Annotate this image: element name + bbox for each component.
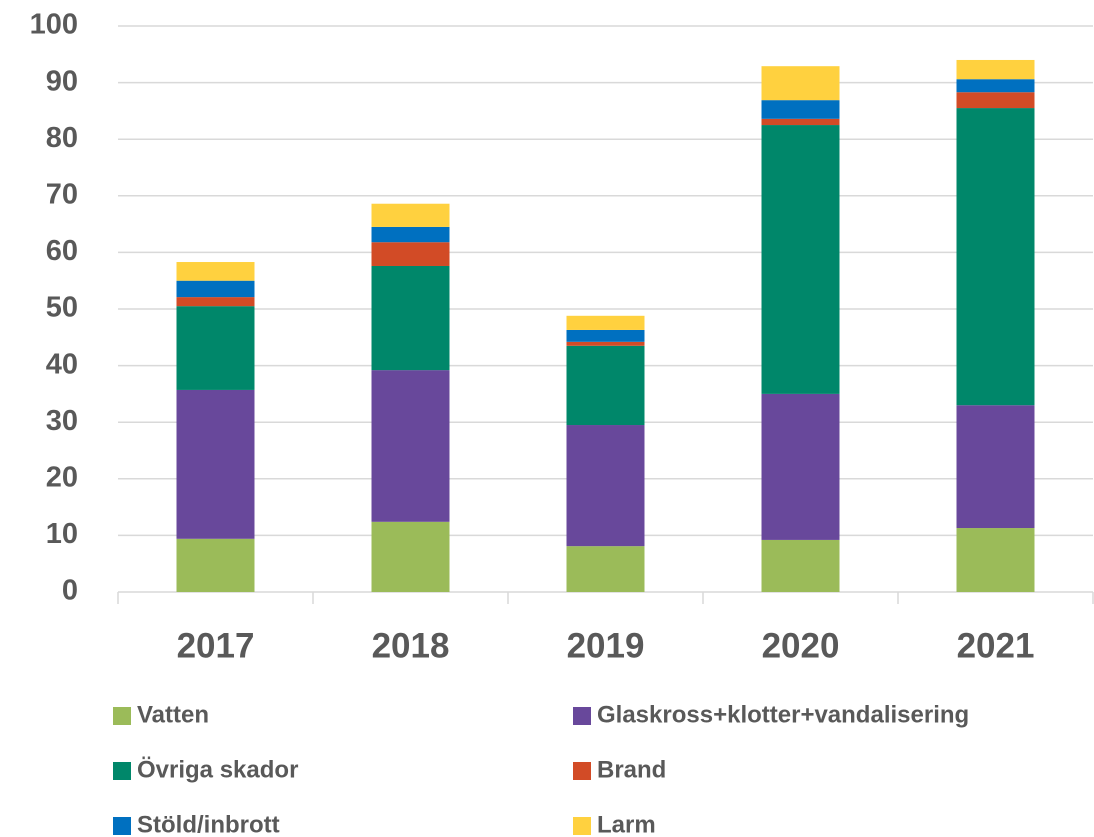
y-tick-label: 50 (46, 292, 78, 324)
bar-segment (566, 329, 645, 342)
bar-segment (176, 389, 255, 539)
bar-segment (956, 92, 1035, 109)
legend-swatch (113, 817, 131, 835)
bar-segment (566, 345, 645, 426)
bar-segment (761, 118, 840, 126)
y-tick-label: 30 (46, 405, 78, 437)
bar-segment (761, 66, 840, 101)
bar-segment (761, 539, 840, 592)
bar-segment (371, 265, 450, 371)
legend-label: Övriga skador (137, 756, 298, 783)
y-tick-label: 10 (46, 518, 78, 550)
bar-segment (956, 528, 1035, 592)
x-tick-label: 2017 (177, 626, 255, 665)
x-tick-label: 2018 (372, 626, 450, 665)
bar-segment (176, 280, 255, 298)
legend-label: Stöld/inbrott (137, 811, 280, 837)
bar-segment (566, 425, 645, 547)
bar-segment (371, 521, 450, 592)
bar-segment (956, 108, 1035, 406)
bar-segment (761, 393, 840, 540)
legend-label: Larm (597, 811, 656, 837)
bar-segment (566, 315, 645, 330)
y-tick-label: 20 (46, 461, 78, 493)
bar-segment (371, 370, 450, 522)
bar-segment (371, 242, 450, 266)
legend-label: Vatten (137, 701, 209, 728)
legend-label: Brand (597, 756, 666, 783)
y-tick-label: 80 (46, 122, 78, 154)
legend-swatch (573, 707, 591, 725)
bar-segment (761, 125, 840, 394)
bar-segment (176, 297, 255, 307)
y-tick-label: 60 (46, 235, 78, 267)
x-tick-label: 2020 (762, 626, 840, 665)
bar-segment (566, 341, 645, 346)
x-tick-label: 2021 (957, 626, 1035, 665)
bar-segment (761, 100, 840, 119)
bar-segment (176, 306, 255, 390)
bar-segment (566, 546, 645, 592)
legend-swatch (113, 762, 131, 780)
y-tick-label: 100 (30, 9, 78, 41)
y-tick-label: 0 (62, 575, 78, 607)
bar-segment (176, 538, 255, 592)
legend-swatch (573, 762, 591, 780)
y-tick-label: 90 (46, 65, 78, 97)
bar-segment (956, 405, 1035, 529)
bar-segment (371, 203, 450, 227)
x-tick-label: 2019 (567, 626, 645, 665)
y-tick-label: 40 (46, 348, 78, 380)
legend-swatch (573, 817, 591, 835)
bar-segment (956, 79, 1035, 93)
bar-segment (371, 226, 450, 243)
y-tick-label: 70 (46, 178, 78, 210)
bar-segment (956, 59, 1035, 80)
bar-segment (176, 262, 255, 281)
legend-label: Glaskross+klotter+vandalisering (597, 701, 969, 728)
legend-swatch (113, 707, 131, 725)
